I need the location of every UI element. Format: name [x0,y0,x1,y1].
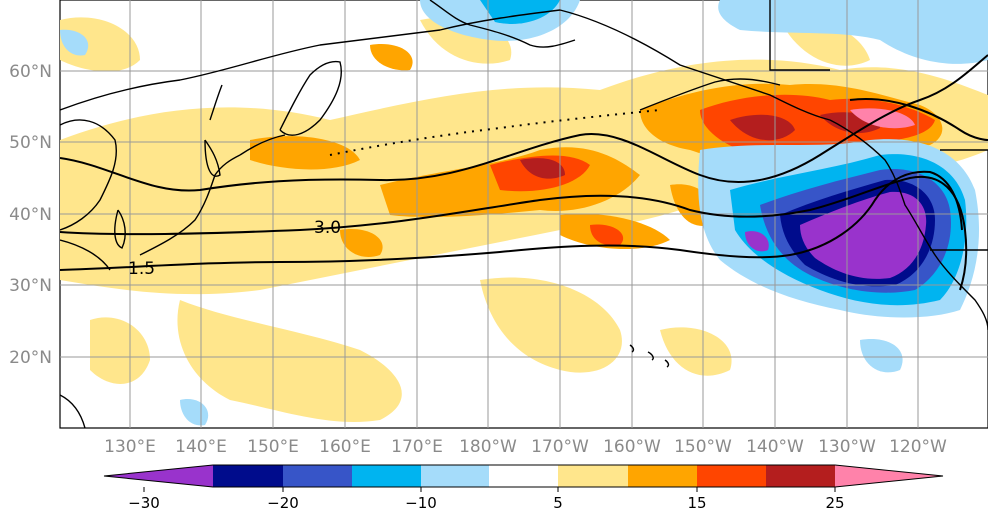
colorbar-extend-max [835,465,943,487]
contour-label-3-0: 3.0 [314,218,341,238]
colorbar-tick-5: 5 [553,494,563,511]
lon-label-130e: 130°E [104,437,156,457]
lon-label-140e: 140°E [175,437,227,457]
lon-label-150e: 150°E [247,437,299,457]
lat-label-40n: 40°N [9,205,52,225]
colorbar-segment-5 [489,465,558,487]
lon-label-180w: 180°W [459,437,517,457]
colorbar-tick-neg10: −10 [405,494,437,511]
lat-label-60n: 60°N [9,62,52,82]
lon-label-160w: 160°W [603,437,661,457]
colorbar-tick-neg20: −20 [267,494,299,511]
lon-label-120w: 120°W [889,437,947,457]
colorbar-segment-9 [766,465,835,487]
colorbar-segment-4 [421,465,489,487]
lat-label-50n: 50°N [9,133,52,153]
contour-label-1-5: 1.5 [128,259,155,279]
colorbar-segment-1 [213,465,283,487]
colorbar-tick-15: 15 [687,494,706,511]
lon-label-140w: 140°W [746,437,804,457]
colorbar-segment-8 [697,465,766,487]
colorbar-tick-25: 25 [825,494,844,511]
lon-label-170w: 170°W [531,437,589,457]
lat-label-30n: 30°N [9,276,52,296]
colorbar-segment-7 [628,465,697,487]
colorbar-extend-min [104,465,213,487]
coastlines [60,0,988,428]
longitude-labels: 130°E 140°E 150°E 160°E 170°E 180°W 170°… [104,437,947,457]
colorbar-tick-neg30: −30 [128,494,160,511]
colorbar-outline [103,464,944,488]
lon-label-160e: 160°E [319,437,371,457]
colorbar-segment-2 [283,465,352,487]
gridlines [60,0,988,428]
colorbar-segment-3 [352,465,421,487]
lon-label-170e: 170°E [391,437,443,457]
lat-label-20n: 20°N [9,348,52,368]
lon-label-150w: 150°W [674,437,732,457]
colorbar-segment-6 [558,465,628,487]
colorbar: −30 −20 −10 5 15 25 [103,464,944,511]
contour-lines [60,54,988,291]
lon-label-130w: 130°W [818,437,876,457]
latitude-labels: 60°N 50°N 40°N 30°N 20°N [9,62,52,368]
anomaly-fill-layer [60,0,988,426]
